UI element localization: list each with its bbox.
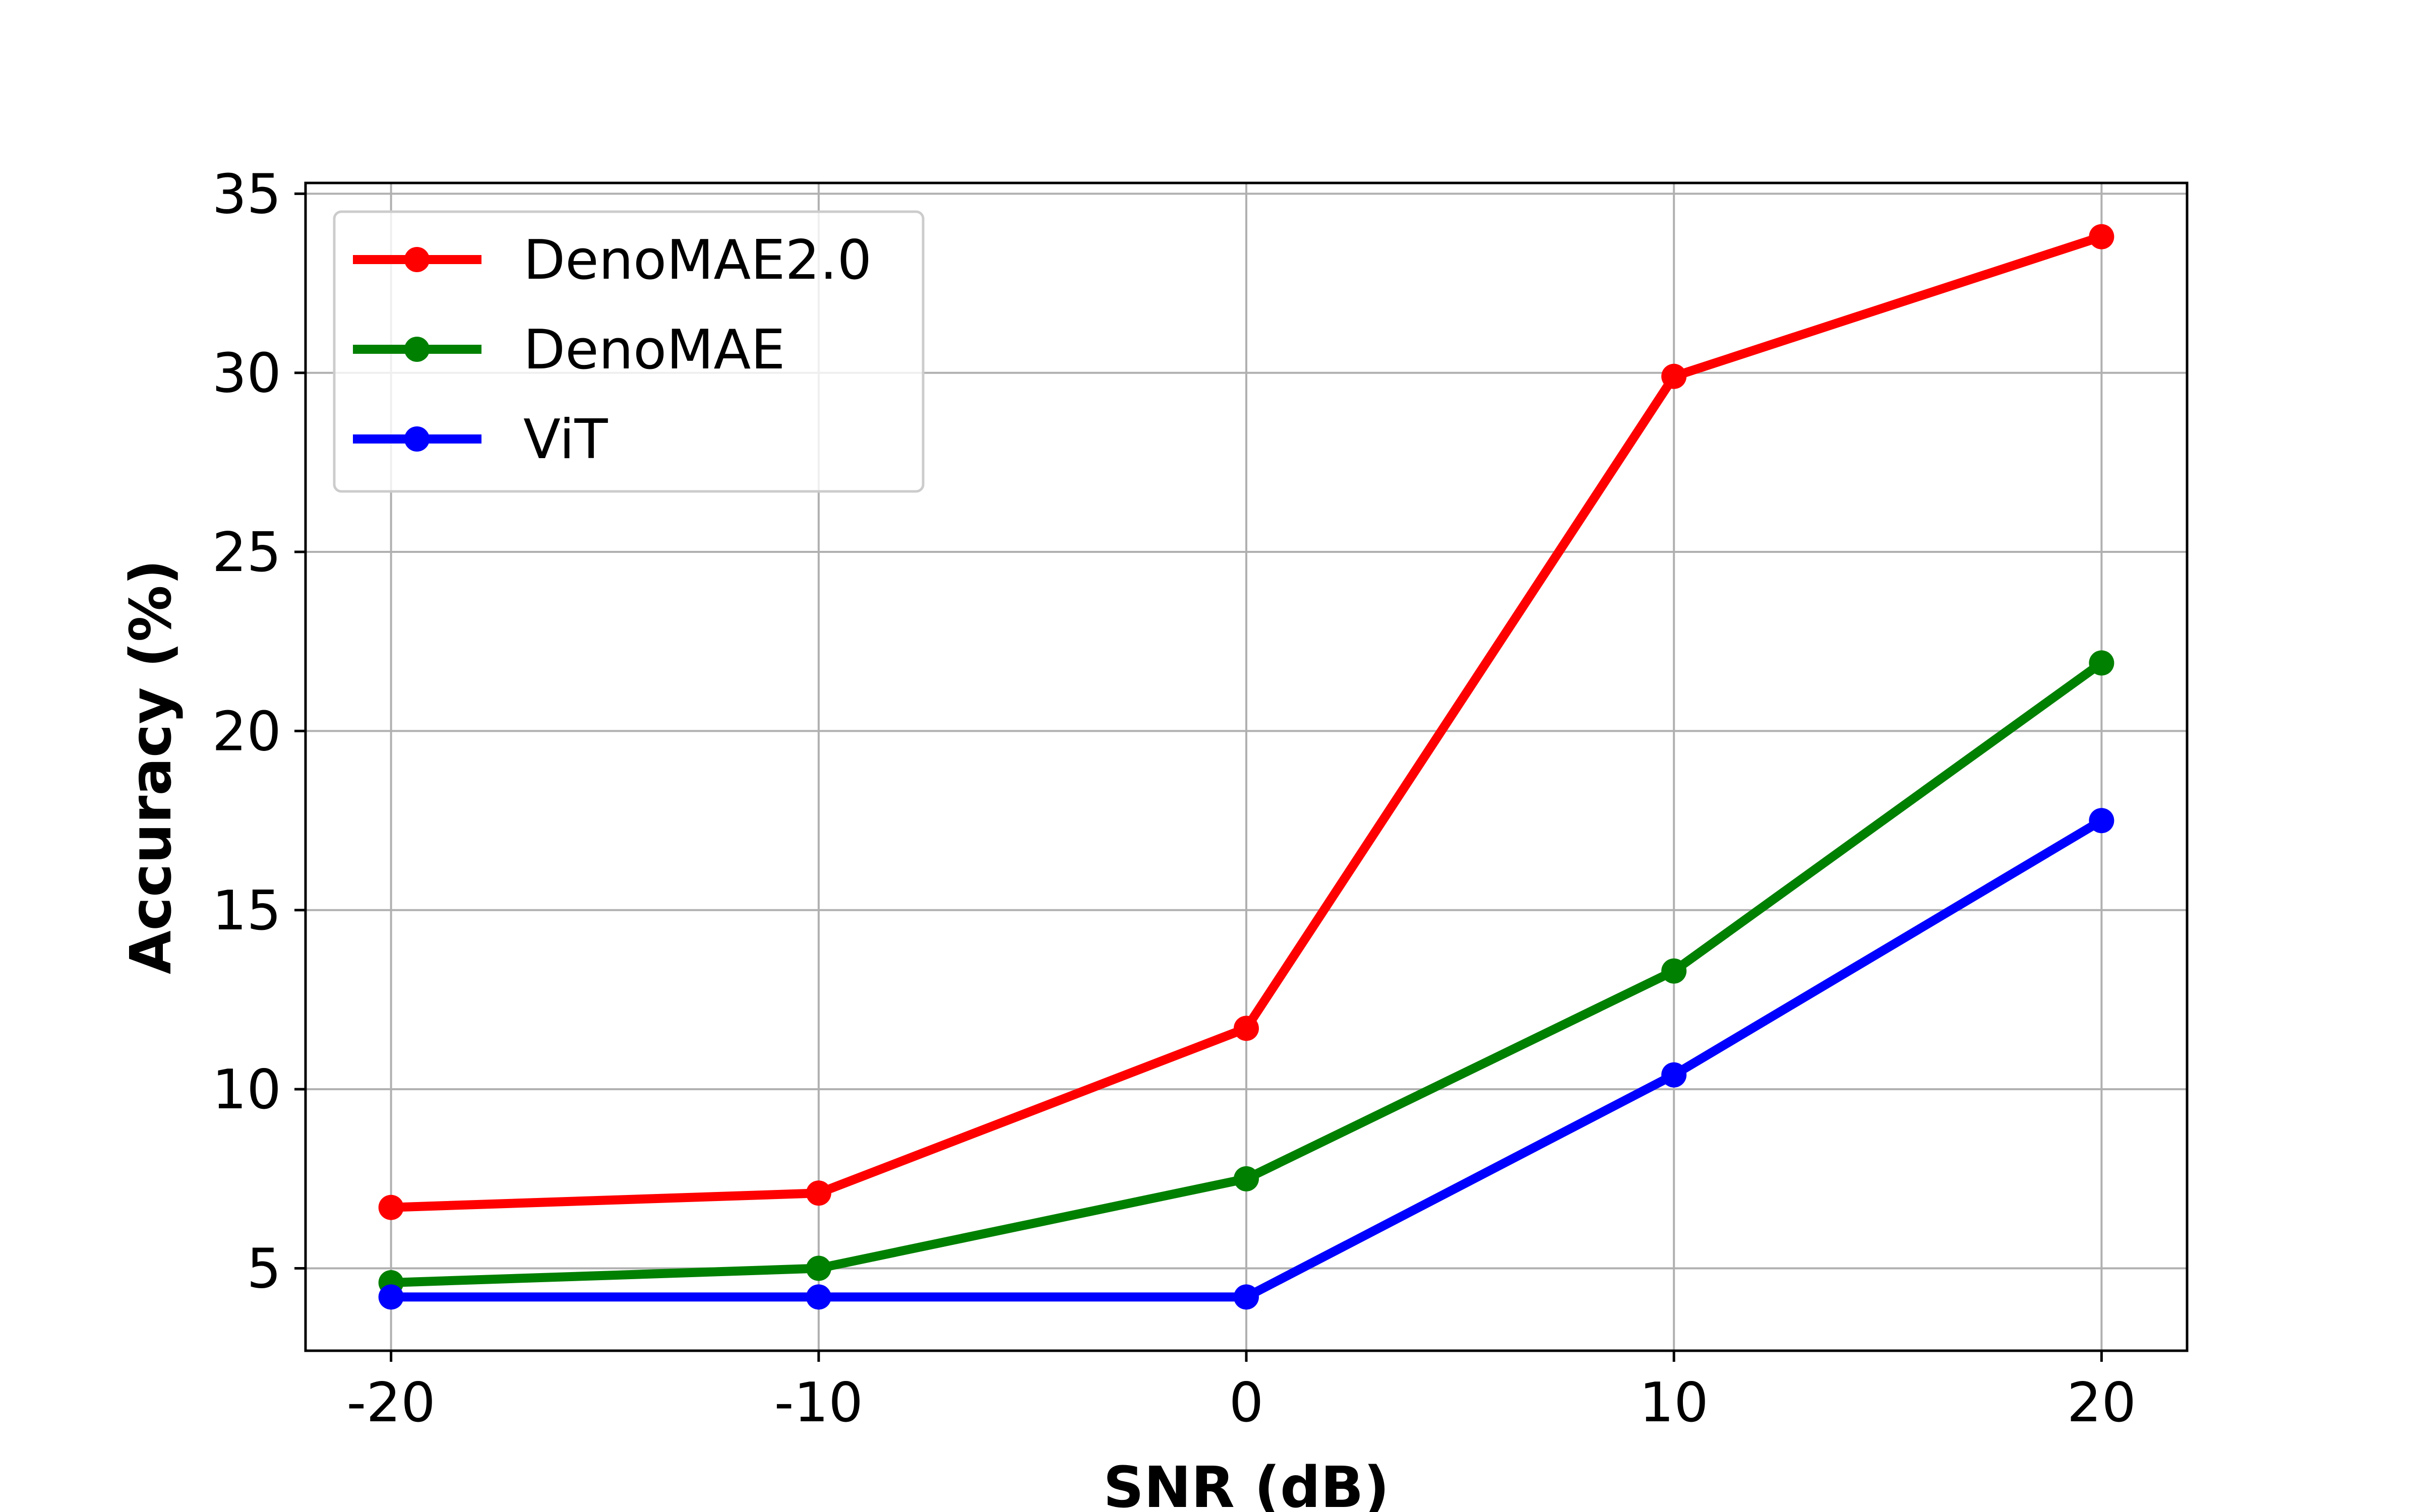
tick-layer: -20 -10 0 10 20 5 10 15 20 25 30 35 xyxy=(212,163,2137,1434)
legend-label: ViT xyxy=(523,408,609,471)
y-tick-label: 10 xyxy=(212,1058,281,1121)
y-tick-label: 30 xyxy=(212,342,281,405)
legend-label: DenoMAE2.0 xyxy=(523,229,872,292)
data-point xyxy=(1234,1166,1259,1191)
data-point xyxy=(806,1255,831,1281)
series-layer xyxy=(378,224,2114,1310)
data-point xyxy=(1661,1062,1687,1088)
data-point xyxy=(1234,1284,1259,1310)
legend-box xyxy=(333,210,925,493)
grid xyxy=(306,183,2187,1351)
x-tick-label: 10 xyxy=(1639,1371,1708,1434)
data-point xyxy=(2089,224,2114,249)
x-tick-label: 20 xyxy=(2067,1371,2136,1434)
x-tick-label: -10 xyxy=(774,1371,863,1434)
data-point xyxy=(1661,363,1687,389)
y-tick-label: 20 xyxy=(212,700,281,763)
series-vit xyxy=(378,808,2114,1310)
y-tick-label: 25 xyxy=(212,521,281,584)
data-point xyxy=(2089,650,2114,676)
legend-marker xyxy=(404,337,430,362)
legend-entry: DenoMAE xyxy=(353,319,785,382)
data-point xyxy=(378,1284,404,1310)
y-tick-label: 35 xyxy=(212,163,281,226)
data-point xyxy=(378,1194,404,1220)
legend-label: DenoMAE xyxy=(523,319,785,382)
x-tick-label: -20 xyxy=(346,1371,435,1434)
data-point xyxy=(806,1284,831,1310)
legend-entry: DenoMAE2.0 xyxy=(353,229,872,292)
series-denomae xyxy=(378,650,2114,1295)
legend: DenoMAE2.0 DenoMAE ViT xyxy=(333,210,925,493)
y-tick-label: 5 xyxy=(247,1238,281,1301)
data-point xyxy=(806,1180,831,1206)
legend-marker xyxy=(404,247,430,272)
x-tick-label: 0 xyxy=(1229,1371,1264,1434)
legend-marker xyxy=(404,426,430,452)
data-point xyxy=(1661,958,1687,984)
y-axis-title: Accuracy (%) xyxy=(118,559,184,974)
x-axis-title: SNR (dB) xyxy=(1103,1455,1389,1512)
data-point xyxy=(1234,1016,1259,1041)
series-denomae2-0 xyxy=(378,224,2114,1220)
data-point xyxy=(2089,808,2114,834)
legend-entry: ViT xyxy=(353,408,609,471)
y-tick-label: 15 xyxy=(212,879,281,942)
